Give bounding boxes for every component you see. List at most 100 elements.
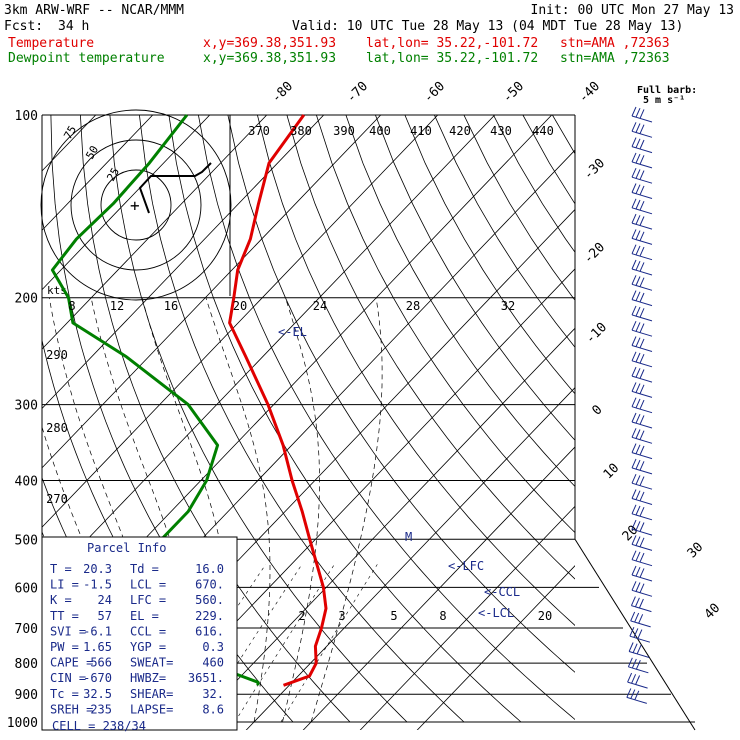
wind-barb [631, 106, 653, 123]
wind-barb-staff [631, 498, 653, 505]
wind-barb-flag [635, 536, 641, 546]
pressure-label: 900 [15, 688, 38, 703]
wind-barb-flag [635, 521, 641, 531]
parcel-info-value: 8.6 [202, 702, 224, 716]
wind-barb-flag [639, 552, 645, 563]
wind-barb-staff [631, 467, 653, 475]
legend-temperature-latlon: lat,lon= 35.22,-101.72 [366, 36, 539, 51]
wind-barb-flag [631, 473, 637, 484]
wind-barb-flag [639, 506, 645, 517]
wind-barb-flag [631, 229, 637, 239]
parcel-info-value: TT = [50, 609, 79, 623]
wind-barb-flag [635, 413, 641, 424]
theta-label-left: 290 [46, 348, 68, 362]
wind-barb [631, 213, 653, 230]
wind-barb-flag [631, 106, 637, 117]
theta-e-label: 430 [490, 124, 512, 138]
wind-barb-flag [631, 658, 637, 669]
isotherm [42, 115, 268, 350]
wind-barb-flag [635, 153, 641, 164]
wind-barb-flag [639, 246, 645, 257]
temperature-label: -40 [576, 79, 603, 106]
wind-barb [631, 152, 653, 169]
legend-temperature-label: Temperature [8, 36, 95, 51]
wind-barb-flag [639, 430, 645, 440]
wind-barb-flag [628, 642, 634, 652]
temperature-label: -50 [500, 79, 527, 106]
wind-barb-flag [631, 535, 637, 545]
temperature-label: -70 [344, 79, 371, 106]
wind-barb-flag [631, 351, 637, 362]
parcel-info-value: EL = [130, 609, 159, 623]
wind-barb [627, 672, 648, 689]
wind-barb-flag [635, 582, 641, 592]
hodograph-ring-label: 50 [83, 144, 101, 162]
parcel-info-value: T = [50, 562, 72, 576]
wind-barb-flag [639, 384, 645, 395]
pressure-label: 600 [15, 581, 38, 596]
wind-barb [631, 198, 653, 215]
wind-barb-staff [631, 421, 653, 429]
dry-adiabat [257, 115, 575, 626]
dry-adiabat [434, 115, 575, 348]
wind-barb-flag [635, 398, 641, 409]
wind-barb-flag [631, 550, 637, 560]
wind-barb-flag [635, 551, 641, 562]
mixing-ratio-label: 2 [298, 609, 305, 623]
wind-barb-flag [635, 107, 641, 118]
wind-barb-flag [639, 231, 645, 242]
wind-barb-staff [631, 375, 653, 383]
wind-barb-staff [631, 207, 653, 215]
theta-e-label: 420 [449, 124, 471, 138]
lfc-annotation: <-LFC [448, 559, 484, 573]
temperature-profile [228, 114, 328, 687]
wind-barb-staff [631, 161, 653, 169]
hodograph-ring-label: 75 [61, 124, 79, 142]
legend-dewpoint-label: Dewpoint temperature [8, 51, 165, 66]
wind-barb [631, 581, 653, 597]
parcel-info-value: PW = [50, 640, 79, 654]
wind-barb [631, 320, 653, 337]
forecast-label: Fcst: [4, 19, 44, 34]
wind-barb-flag [631, 167, 637, 178]
isotherm [302, 446, 575, 730]
wind-barb [631, 382, 653, 398]
wind-barb-flag [635, 352, 641, 363]
wind-barb-flag [634, 612, 640, 623]
wind-barb [631, 122, 653, 138]
parcel-info-value: LFC = [130, 593, 166, 607]
ccl-annotation: <-CCL [484, 585, 520, 599]
wind-barb-flag [637, 629, 643, 639]
wind-barb-staff [631, 314, 653, 322]
parcel-info-value: Td = [130, 562, 159, 576]
parcel-info-value: 229. [195, 609, 224, 623]
wind-barb-staff [631, 253, 653, 261]
el-annotation: <-EL [278, 325, 307, 339]
wind-barb-flag [635, 659, 641, 670]
wind-barb-flag [639, 399, 645, 410]
wind-barb-flag [631, 137, 637, 147]
isotherm [42, 115, 439, 528]
theta-label-upper: 24 [313, 299, 327, 313]
hodograph-ring [70, 139, 202, 271]
wind-barb-staff [631, 222, 653, 230]
wind-barb [631, 535, 653, 551]
wind-barb-flag [639, 461, 645, 471]
wind-barb-staff [631, 345, 653, 352]
mixing-ratio-label: 5 [390, 609, 397, 623]
wind-barb [628, 642, 650, 658]
wind-barb-staff [631, 360, 653, 368]
parcel-info-value: Tc = [50, 687, 79, 701]
theta-e-label: 440 [532, 124, 554, 138]
wind-barb-flag [639, 109, 645, 119]
wind-barb-flag [631, 382, 637, 392]
parcel-info-value: HWBZ= [130, 671, 166, 685]
isotherm [359, 505, 575, 730]
parcel-info-value: SHEAR= [130, 687, 173, 701]
wind-barb [631, 229, 653, 245]
hodograph-ring [40, 109, 232, 301]
parcel-info-value: LCL = [130, 578, 166, 592]
wind-barb [630, 596, 652, 613]
wind-barb-flag [631, 397, 637, 407]
wind-barb-flag [630, 596, 636, 606]
